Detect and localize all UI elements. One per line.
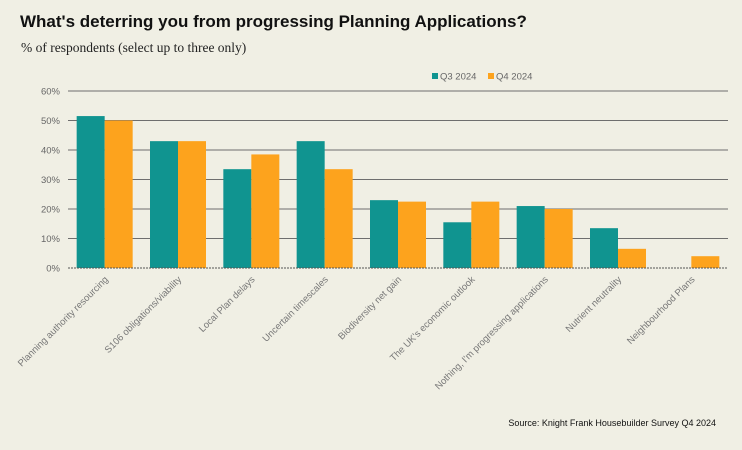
x-tick-label: S106 obligations/viability <box>103 274 185 356</box>
x-tick-label: Local Plan delays <box>197 274 258 335</box>
bar-q3 <box>370 200 398 268</box>
y-tick-label: 40% <box>41 146 61 157</box>
bar-q3 <box>296 141 325 268</box>
x-tick-label: Nothing, I'm progressing applications <box>433 274 551 392</box>
x-tick-label: The UK's economic outlook <box>388 274 478 364</box>
y-tick-label: 20% <box>41 205 61 216</box>
bar-q4 <box>471 201 500 268</box>
bar-q4 <box>398 201 426 268</box>
bar-q3 <box>516 206 545 268</box>
bar-q4 <box>544 209 573 268</box>
chart-subtitle: % of respondents (select up to three onl… <box>21 40 247 55</box>
legend-label: Q4 2024 <box>496 72 532 83</box>
x-tick-label: Neighbourhood Plans <box>625 274 698 347</box>
y-tick-label: 30% <box>41 175 61 186</box>
bar-q4 <box>324 169 353 268</box>
bar-q4 <box>178 141 206 268</box>
x-tick-label: Uncertain timescales <box>261 274 331 344</box>
y-tick-label: 50% <box>41 116 61 127</box>
x-tick-label: Nutrient neutrality <box>564 274 625 335</box>
y-tick-label: 10% <box>41 234 61 245</box>
bar-q4 <box>691 256 720 268</box>
bar-q3 <box>590 228 618 268</box>
bar-q4 <box>618 248 646 268</box>
bar-q3 <box>223 169 252 268</box>
x-tick-label: Planning authority resourcing <box>16 274 111 369</box>
legend-swatch <box>488 73 494 79</box>
legend-swatch <box>432 73 438 79</box>
bar-q3 <box>150 141 178 268</box>
bar-q3 <box>76 116 105 268</box>
bar-q4 <box>251 154 280 268</box>
source-note: Source: Knight Frank Housebuilder Survey… <box>508 418 716 428</box>
y-tick-label: 0% <box>46 264 60 275</box>
legend-label: Q3 2024 <box>440 72 476 83</box>
chart-title: What's deterring you from progressing Pl… <box>20 12 527 31</box>
x-tick-label: Biodiversity net gain <box>336 274 404 342</box>
bar-q4 <box>104 120 133 268</box>
y-tick-label: 60% <box>41 87 61 98</box>
bar-q3 <box>443 222 472 268</box>
